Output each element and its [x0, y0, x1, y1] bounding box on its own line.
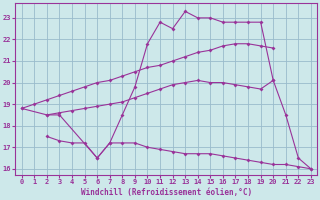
X-axis label: Windchill (Refroidissement éolien,°C): Windchill (Refroidissement éolien,°C)	[81, 188, 252, 197]
